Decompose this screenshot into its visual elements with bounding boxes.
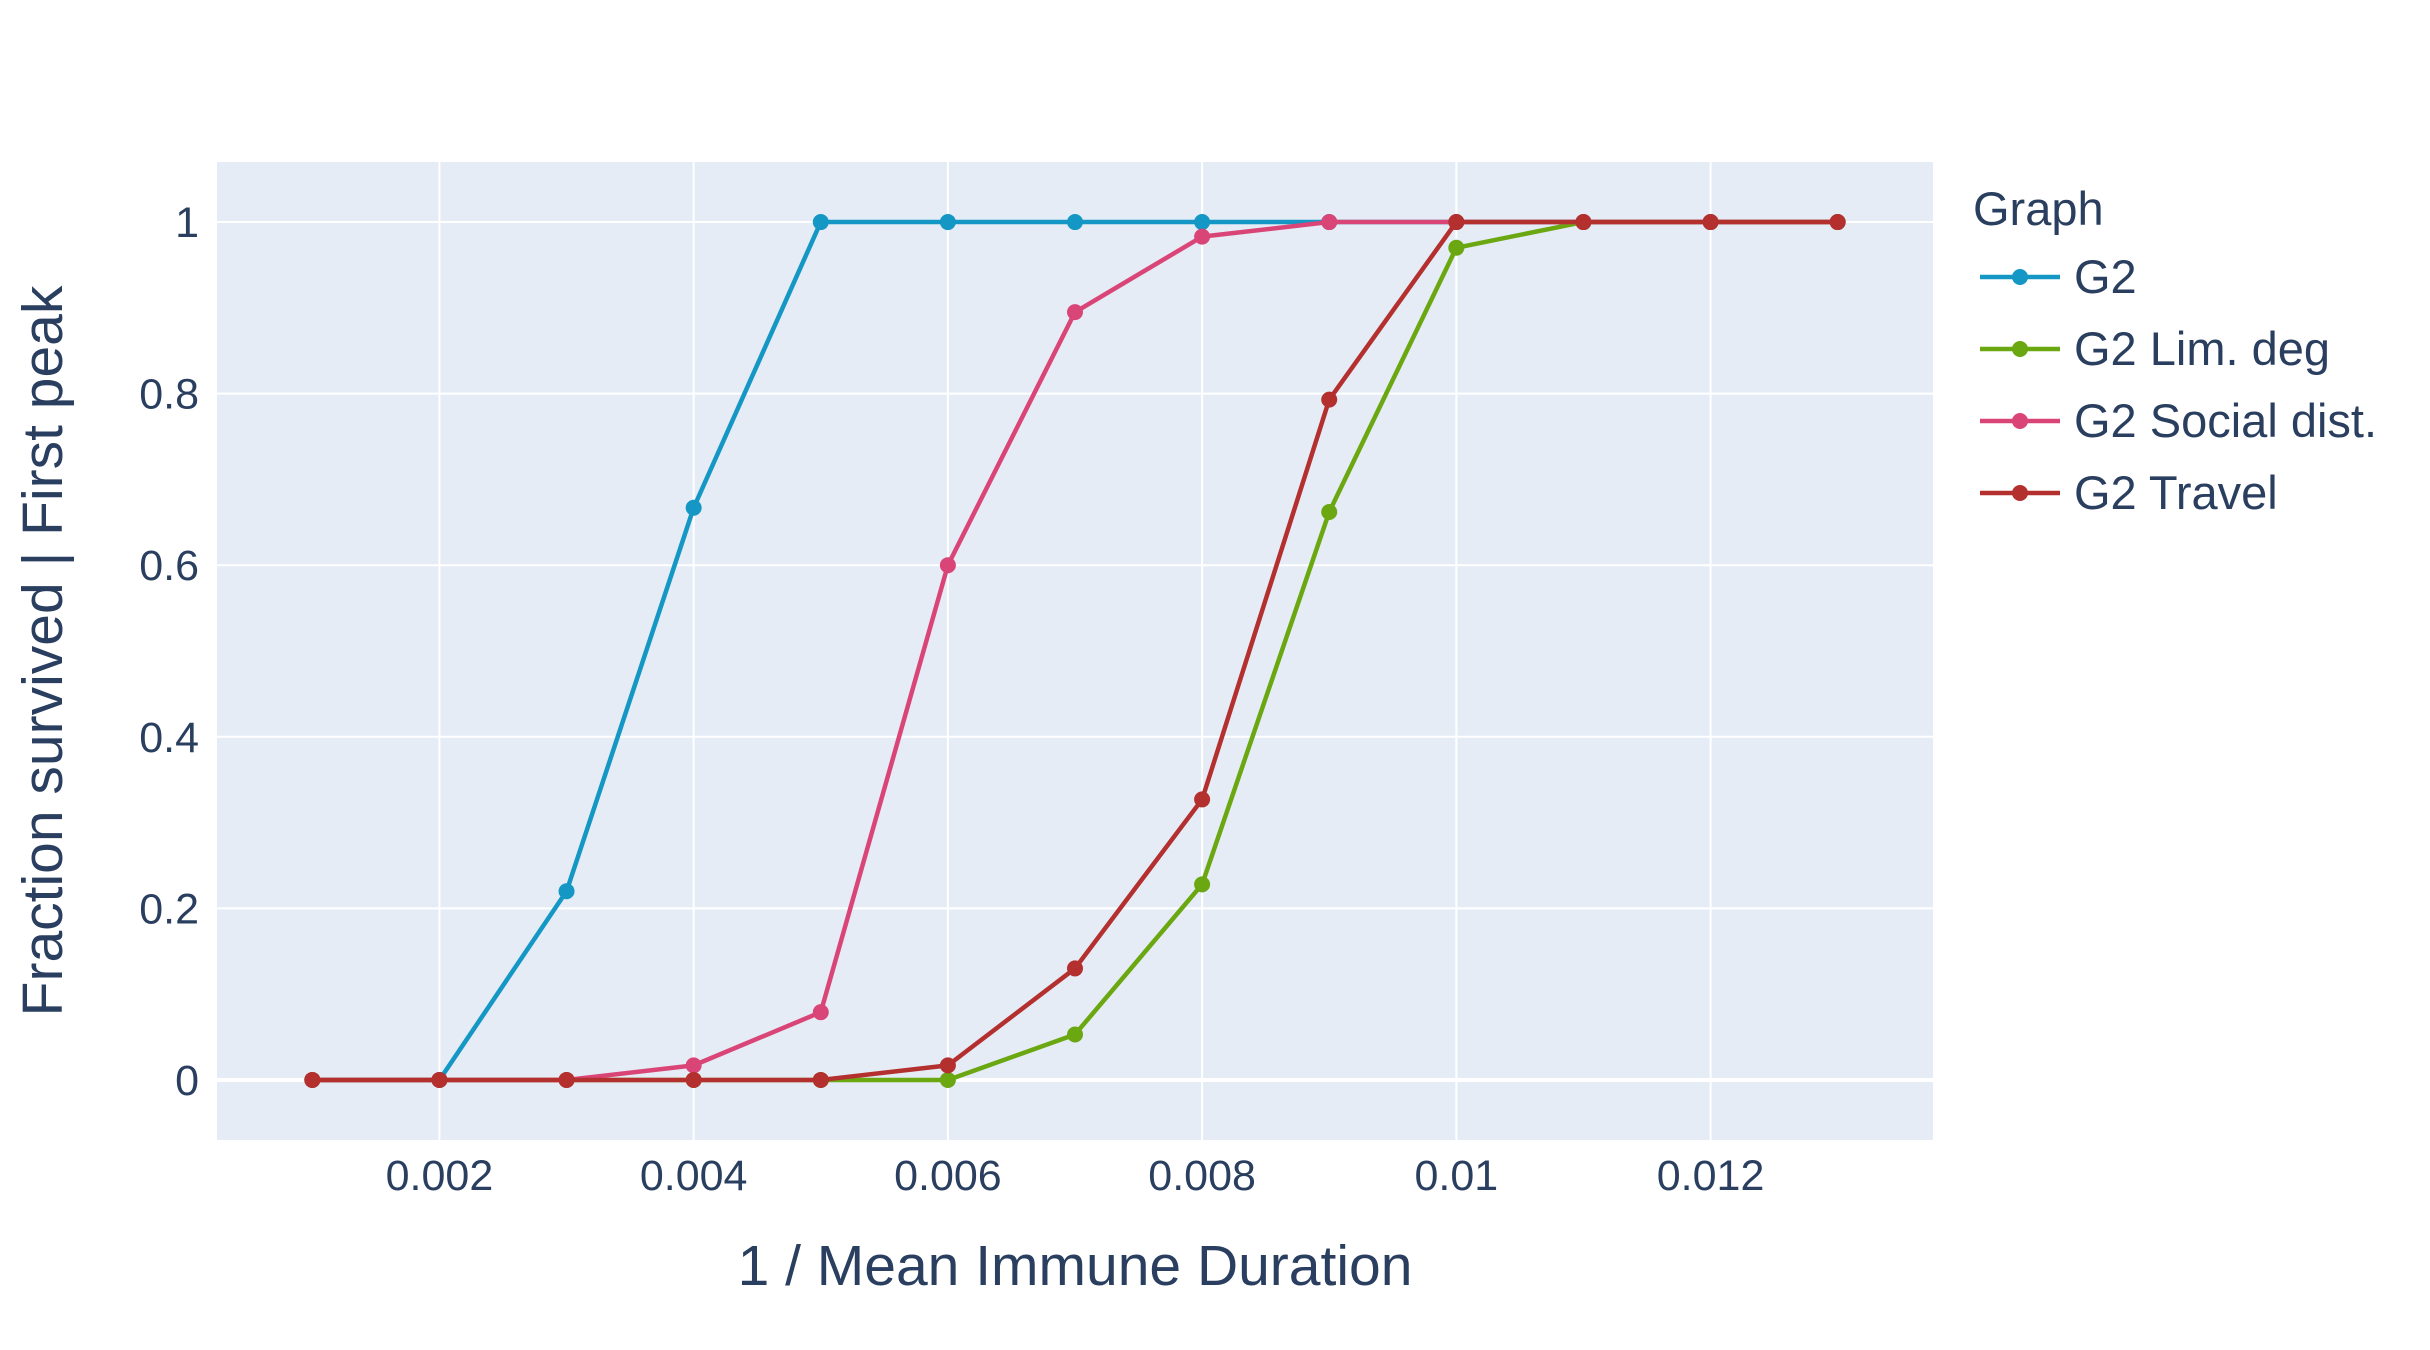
plot-area (217, 162, 1933, 1140)
data-point (1448, 214, 1465, 231)
data-point (1321, 391, 1338, 408)
legend-marker-icon (2012, 341, 2028, 357)
y-tick-label: 0.4 (139, 714, 199, 762)
data-point (1575, 214, 1592, 231)
data-point (939, 557, 956, 574)
data-point (685, 1057, 702, 1074)
legend-label: G2 Social dist. (2074, 394, 2377, 447)
data-point (1067, 214, 1083, 231)
data-point (812, 214, 829, 231)
x-tick-label: 0.002 (386, 1152, 494, 1200)
x-tick-labels: 0.002 0.004 0.006 0.008 0.01 0.012 (386, 1152, 1765, 1200)
series-lines (304, 214, 1846, 1088)
data-point (1829, 214, 1846, 231)
data-point (1194, 876, 1211, 893)
data-point (431, 1071, 448, 1088)
x-tick-label: 0.006 (894, 1152, 1002, 1200)
data-point (1067, 960, 1083, 977)
legend-item[interactable]: G2 Lim. deg (1980, 322, 2330, 375)
data-point (1194, 791, 1211, 808)
data-point (1321, 504, 1338, 521)
data-point (1067, 304, 1083, 321)
legend-marker-icon (2012, 413, 2028, 429)
legend-title: Graph (1973, 182, 2104, 235)
y-tick-label: 1 (175, 199, 199, 247)
y-tick-label: 0.2 (139, 885, 199, 933)
data-point (812, 1004, 829, 1021)
data-point (558, 1071, 575, 1088)
data-point (812, 1071, 829, 1088)
data-point (558, 883, 575, 900)
data-point (304, 1071, 321, 1088)
data-point (1702, 214, 1719, 231)
grid-lines (217, 162, 1933, 1140)
data-point (1448, 239, 1465, 256)
x-tick-label: 0.004 (640, 1152, 748, 1200)
legend-label: G2 Lim. deg (2074, 322, 2330, 375)
data-point (1321, 214, 1338, 231)
data-point (685, 1071, 702, 1088)
legend-item[interactable]: G2 Social dist. (1980, 394, 2377, 447)
y-tick-labels: 0 0.2 0.4 0.6 0.8 1 (139, 199, 199, 1105)
legend-marker-icon (2012, 485, 2028, 501)
data-point (1194, 228, 1211, 245)
legend: Graph G2 G2 Lim. deg G2 Social dist. G2 Tra… (1973, 182, 2377, 519)
y-tick-label: 0.6 (139, 542, 199, 590)
y-tick-label: 0 (175, 1057, 199, 1105)
x-tick-label: 0.01 (1414, 1152, 1498, 1200)
x-axis-title: 1 / Mean Immune Duration (738, 1234, 1413, 1298)
data-point (1194, 214, 1211, 231)
x-tick-label: 0.012 (1657, 1152, 1765, 1200)
data-point (1067, 1026, 1083, 1043)
data-point (939, 214, 956, 231)
x-tick-label: 0.008 (1148, 1152, 1256, 1200)
data-point (939, 1057, 956, 1074)
legend-item[interactable]: G2 Travel (1980, 466, 2278, 519)
legend-marker-icon (2012, 269, 2028, 285)
legend-item[interactable]: G2 (1980, 250, 2137, 303)
legend-label: G2 (2074, 250, 2137, 303)
y-axis-title: Fraction survived | First peak (11, 285, 75, 1016)
legend-label: G2 Travel (2074, 466, 2278, 519)
series-g2-travel (304, 214, 1846, 1088)
y-tick-label: 0.8 (139, 371, 199, 419)
data-point (939, 1071, 956, 1088)
data-point (685, 499, 702, 516)
